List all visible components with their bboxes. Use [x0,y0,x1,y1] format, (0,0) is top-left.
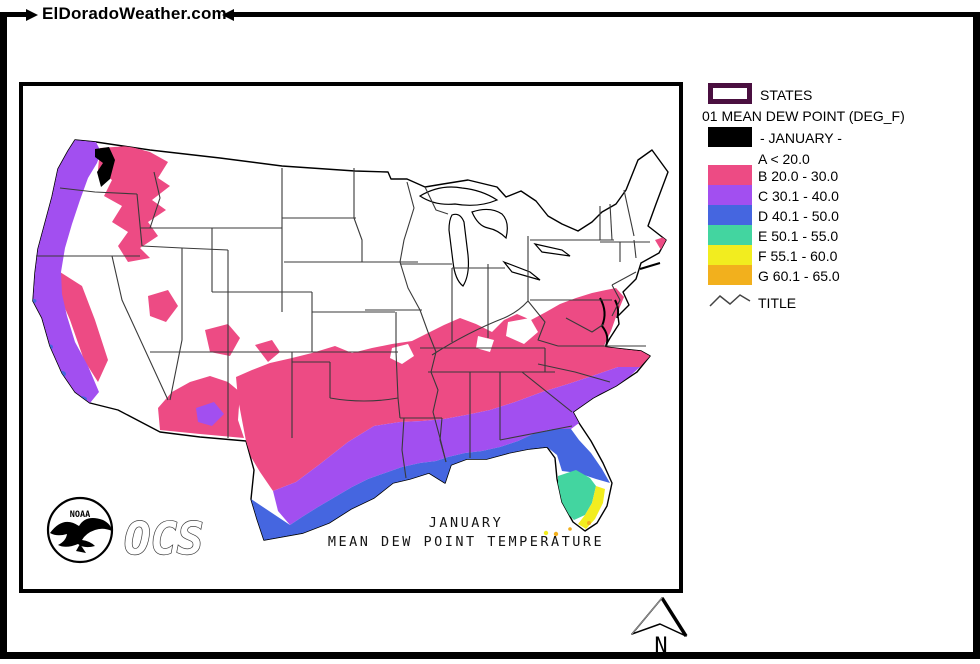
legend-layer-title: 01 MEAN DEW POINT (DEG_F) [702,108,905,124]
region-purple-westcoast [33,140,101,403]
january-label: - JANUARY - [760,130,842,146]
legend-class-e-label: E 50.1 - 55.0 [758,228,839,244]
north-label: N [654,634,667,658]
legend-class-c-swatch [708,185,752,205]
region-yellow-key [543,530,549,536]
legend-class-f-label: F 55.1 - 60.0 [758,248,838,264]
legend-class-c-label: C 30.1 - 40.0 [758,188,839,204]
title-label: TITLE [758,295,797,311]
frame-left-border [0,12,7,658]
legend-class-e-swatch [708,225,752,245]
frame-bottom-border [0,652,980,659]
region-yellow-florida [578,486,605,529]
frame-top-rule [234,12,980,17]
map-frame: NOAA OCS JANUARY MEAN DEW POINT TEMPERAT… [19,82,683,593]
frame-top-left-rule [0,12,26,17]
noaa-bird-icon [50,518,112,548]
region-pink-utah [205,324,240,356]
header-arrow-left-icon [222,9,234,21]
header-arrow-right-icon [26,9,38,21]
region-blue-gulf [251,429,610,540]
region-orange-key2 [568,527,572,531]
long-island [639,262,661,270]
region-orange-key3 [587,521,591,525]
region-green-florida [558,470,596,520]
region-purple-south [273,367,640,525]
region-purple-arizona [196,402,224,426]
region-orange-key1 [553,531,559,537]
legend-class-b-label: B 20.0 - 30.0 [758,168,839,184]
ocs-wordmark: OCS [124,514,203,565]
legend-class-d-label: D 40.1 - 50.0 [758,208,839,224]
states-swatch [708,83,752,104]
noaa-logo-text: NOAA [70,510,90,520]
noaa-logo: NOAA [46,496,114,564]
region-pink-california-valley [58,272,108,382]
legend-class-f-swatch [708,245,752,265]
states-label: STATES [760,87,813,103]
legend-class-g-swatch [708,265,752,285]
legend-class-b-swatch [708,165,752,185]
north-arrow-icon [631,597,687,637]
region-blue-sandiego [73,396,87,402]
region-pink-nevada [148,290,178,322]
legend-class-a-label: A < 20.0 [758,151,810,167]
map-caption-line2: MEAN DEW POINT TEMPERATURE [328,534,604,550]
state-borders [36,168,650,479]
region-pink-colorado [255,340,280,362]
region-white-appalachia [506,318,538,344]
map-caption-line1: JANUARY [429,515,503,531]
north-arrow: N [631,597,688,658]
frame-right-border [973,12,980,658]
chesapeake-bay [599,297,620,347]
region-pink-south [236,288,650,491]
january-swatch [708,127,752,147]
region-pink-northwest [98,146,170,262]
region-blue-sfbay [33,299,37,303]
legend-class-d-swatch [708,205,752,225]
legend-class-g-label: G 60.1 - 65.0 [758,268,840,284]
title-line-icon [709,294,751,307]
site-title: ElDoradoWeather.com [42,4,227,23]
us-dew-point-map: NOAA OCS JANUARY MEAN DEW POINT TEMPERAT… [32,139,669,566]
puget-sound [95,147,115,187]
